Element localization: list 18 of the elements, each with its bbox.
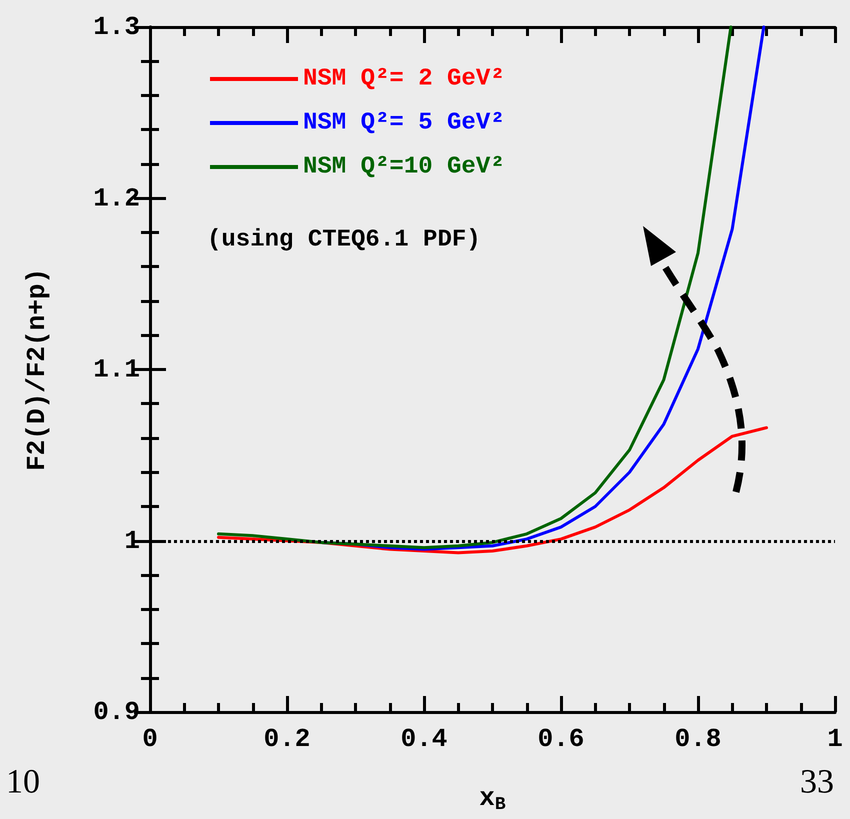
legend-label: NSM Q²=10 GeV²: [303, 154, 505, 180]
text: 10: [6, 764, 40, 800]
x-tick-label: 0.4: [400, 724, 448, 754]
y-tick-label: 1.3: [93, 12, 140, 42]
y-axis-title: F2(D)/F2(n+p): [22, 268, 52, 471]
x-tick-label: 1: [827, 724, 843, 754]
y-tick-label: 1.1: [93, 354, 140, 384]
text: 33: [800, 764, 834, 800]
y-tick-label: 1.2: [93, 183, 140, 214]
x-tick-label: 0.2: [264, 724, 310, 754]
x-tick-label: 0: [142, 724, 158, 754]
y-tick-label: 1: [124, 526, 140, 556]
annotation: (using CTEQ6.1 PDF): [207, 226, 481, 254]
x-tick-label: 0.6: [538, 724, 584, 754]
legend-label: NSM Q²= 2 GeV²: [303, 66, 505, 92]
y-tick-label: 0.9: [93, 697, 140, 727]
legend-label: NSM Q²= 5 GeV²: [303, 110, 505, 136]
x-tick-label: 0.8: [674, 724, 722, 754]
